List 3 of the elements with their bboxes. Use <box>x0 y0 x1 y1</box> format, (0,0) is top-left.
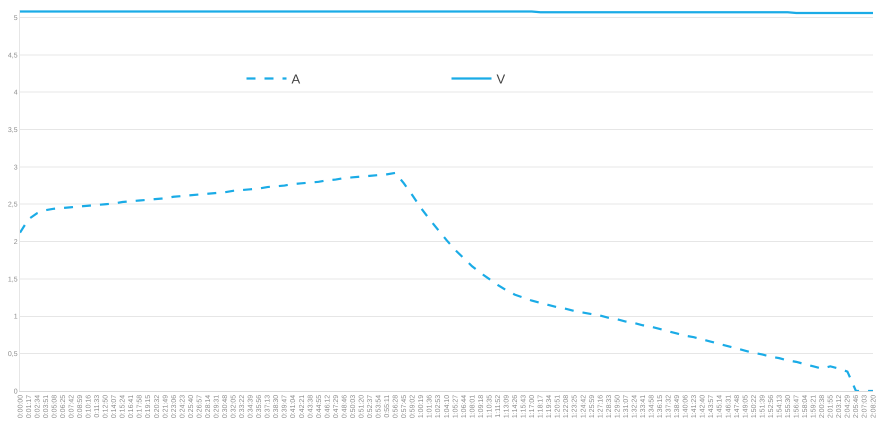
legend-label: A <box>292 72 300 87</box>
line-series <box>20 172 873 391</box>
legend-label: V <box>496 72 506 87</box>
